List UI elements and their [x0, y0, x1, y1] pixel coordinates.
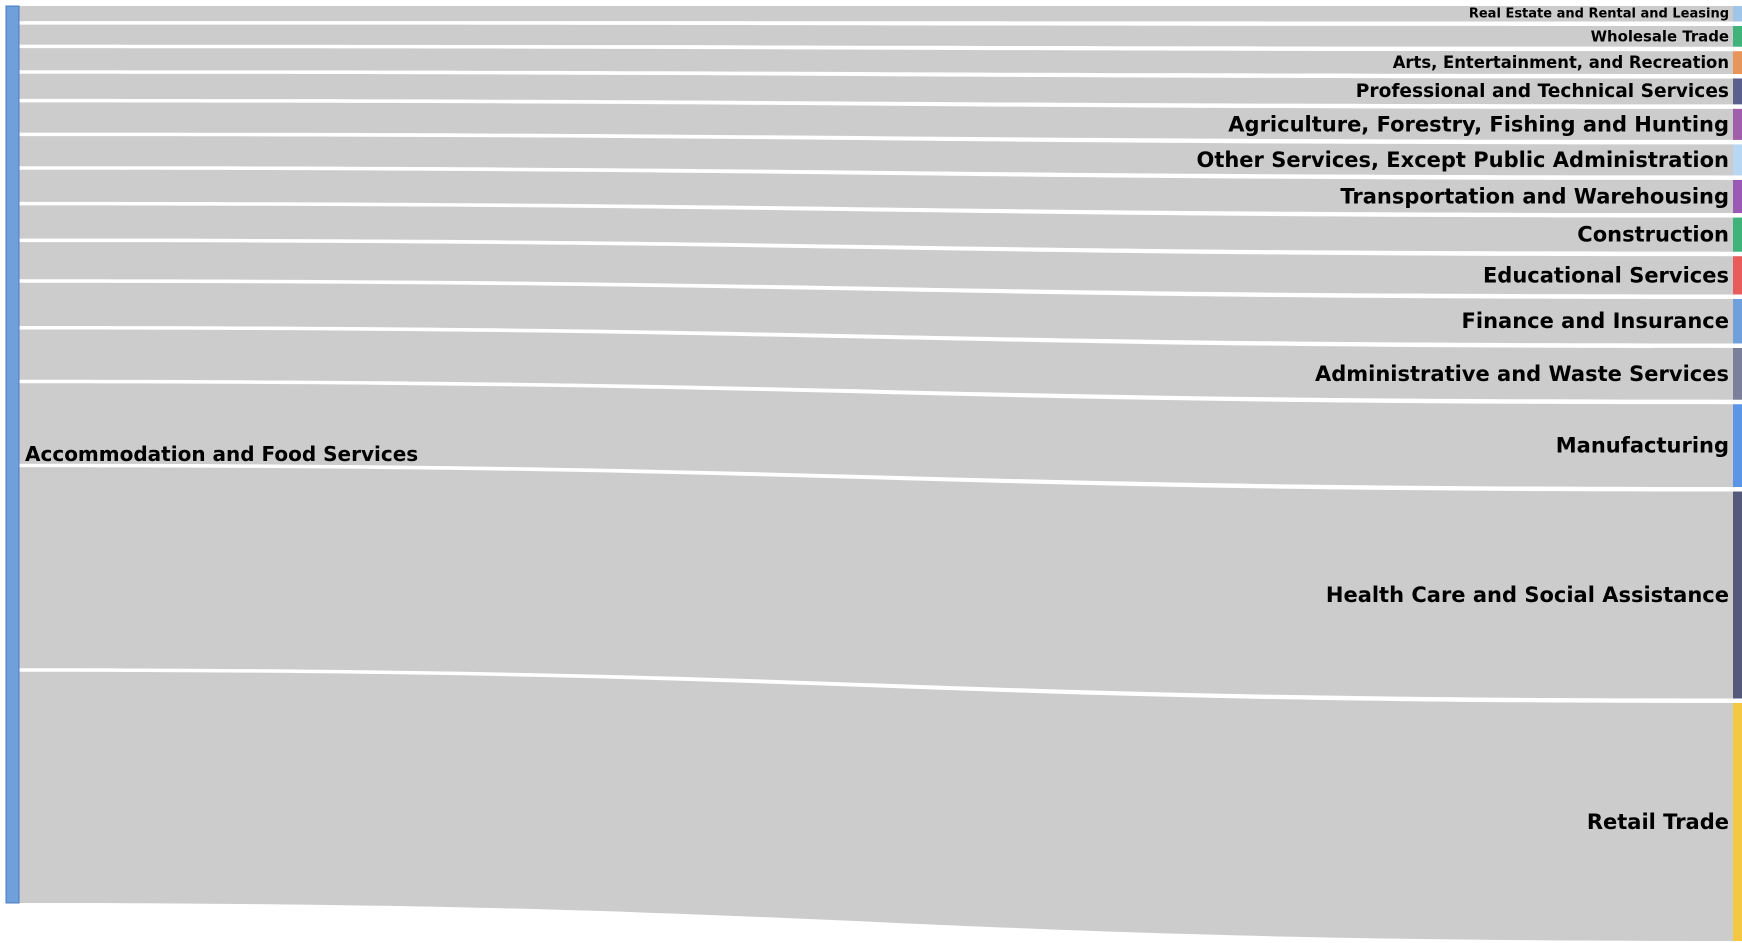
node-manufacturing [1733, 404, 1742, 488]
node-administrative-and-waste-services [1733, 347, 1742, 400]
sankey-labels: Real Estate and Rental and Leasing Wholes… [25, 6, 1729, 834]
sankey-links [19, 6, 1733, 941]
node-other-services-except-public-administration [1733, 144, 1742, 176]
node-professional-and-technical-services [1733, 78, 1742, 105]
link-construction [19, 205, 1733, 252]
link-wholesale-trade [19, 24, 1733, 47]
node-construction [1733, 217, 1742, 252]
node-wholesale-trade [1733, 26, 1742, 47]
node-finance-and-insurance [1733, 298, 1742, 344]
link-manufacturing [19, 383, 1733, 488]
label-real-estate-and-rental-and-leasing: Real Estate and Rental and Leasing [1469, 6, 1729, 21]
label-professional-and-technical-services: Professional and Technical Services [1356, 81, 1729, 102]
label-other-services-except-public-administration: Other Services, Except Public Administra… [1196, 148, 1729, 172]
label-administrative-and-waste-services: Administrative and Waste Services [1315, 362, 1729, 386]
node-accommodation-and-food-services [5, 5, 20, 904]
label-wholesale-trade: Wholesale Trade [1591, 27, 1729, 45]
link-health-care-and-social-assistance [19, 467, 1733, 699]
node-educational-services [1733, 256, 1742, 295]
node-real-estate-and-rental-and-leasing [1733, 6, 1742, 22]
link-educational-services [19, 242, 1733, 295]
node-retail-trade [1733, 702, 1742, 941]
label-accommodation-and-food-services: Accommodation and Food Services [25, 442, 418, 466]
label-retail-trade: Retail Trade [1587, 810, 1729, 834]
label-manufacturing: Manufacturing [1556, 434, 1729, 458]
link-other-services-except-public-administration [19, 136, 1733, 176]
link-retail-trade [19, 671, 1733, 941]
label-educational-services: Educational Services [1483, 263, 1729, 287]
label-finance-and-insurance: Finance and Insurance [1462, 309, 1729, 333]
link-transportation-and-warehousing [19, 169, 1733, 214]
label-health-care-and-social-assistance: Health Care and Social Assistance [1326, 583, 1729, 607]
label-agriculture-forestry-fishing-and-hunting: Agriculture, Forestry, Fishing and Hunti… [1228, 112, 1729, 136]
node-agriculture-forestry-fishing-and-hunting [1733, 108, 1742, 140]
label-construction: Construction [1577, 223, 1729, 247]
link-agriculture-forestry-fishing-and-hunting [19, 102, 1733, 140]
link-real-estate-and-rental-and-leasing [19, 6, 1733, 22]
label-transportation-and-warehousing: Transportation and Warehousing [1340, 185, 1729, 209]
link-administrative-and-waste-services [19, 329, 1733, 400]
link-professional-and-technical-services [19, 73, 1733, 105]
node-health-care-and-social-assistance [1733, 491, 1742, 699]
label-arts-entertainment-and-recreation: Arts, Entertainment, and Recreation [1393, 53, 1729, 72]
link-finance-and-insurance [19, 282, 1733, 344]
node-arts-entertainment-and-recreation [1733, 51, 1742, 74]
sankey-nodes [5, 5, 1742, 941]
link-arts-entertainment-and-recreation [19, 48, 1733, 74]
node-transportation-and-warehousing [1733, 179, 1742, 214]
